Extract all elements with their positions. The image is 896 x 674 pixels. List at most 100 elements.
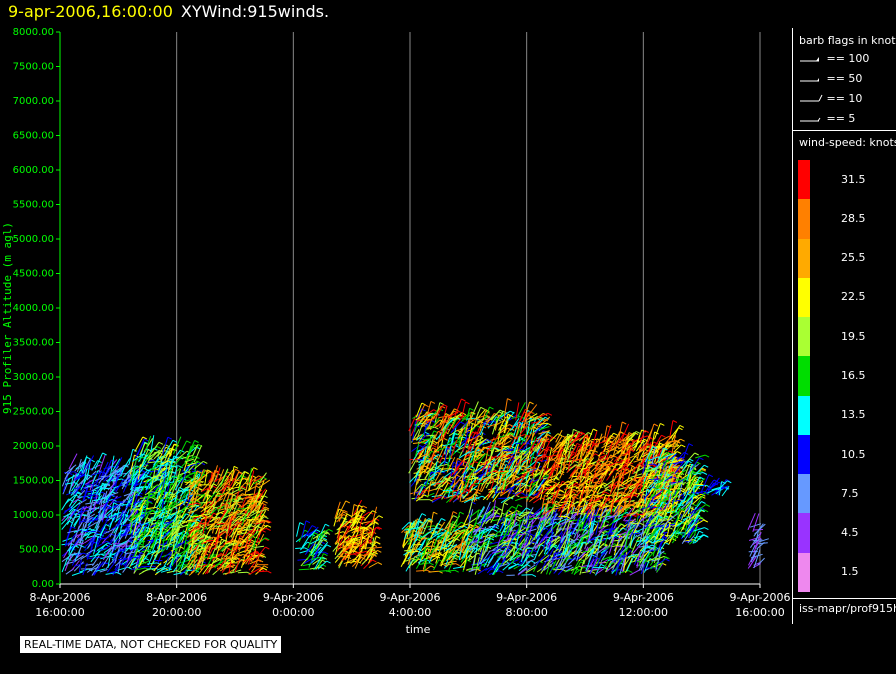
wind-barb xyxy=(447,533,458,548)
wind-barb xyxy=(486,556,494,568)
wind-barb-flag xyxy=(377,549,382,553)
wind-barb xyxy=(424,466,435,479)
wind-barb xyxy=(178,513,187,525)
wind-barb xyxy=(109,476,118,494)
wind-barb xyxy=(71,478,81,492)
wind-barb xyxy=(537,476,548,490)
wind-barb-flag xyxy=(156,530,162,534)
wind-barb xyxy=(187,551,196,566)
wind-barb xyxy=(160,540,168,550)
wind-barb xyxy=(253,521,263,529)
wind-barb-flag xyxy=(500,543,506,547)
wind-barb xyxy=(244,493,254,496)
wind-barb xyxy=(474,510,480,527)
wind-barb xyxy=(613,539,622,542)
wind-barb xyxy=(615,545,626,548)
wind-barb-flag xyxy=(495,447,500,451)
wind-barb xyxy=(535,470,544,486)
wind-barb xyxy=(297,558,307,561)
wind-barb xyxy=(510,523,519,530)
wind-barb xyxy=(241,554,246,568)
wind-barb xyxy=(436,521,446,534)
wind-barb xyxy=(437,490,447,497)
wind-barb xyxy=(180,557,187,570)
wind-barb xyxy=(432,405,442,420)
wind-barb xyxy=(74,555,84,563)
wind-barb xyxy=(122,509,130,525)
wind-barb-flag xyxy=(260,552,265,556)
wind-barb-flag xyxy=(97,460,102,464)
wind-barb xyxy=(82,458,91,474)
wind-barb xyxy=(596,562,607,564)
wind-barb xyxy=(588,539,599,550)
wind-barb xyxy=(542,532,549,550)
wind-barb xyxy=(251,514,260,524)
wind-barb xyxy=(440,414,449,431)
wind-barb xyxy=(417,537,427,551)
wind-barb xyxy=(429,460,438,471)
wind-barb xyxy=(96,542,109,552)
wind-barb xyxy=(150,435,155,453)
wind-barb xyxy=(248,475,253,492)
wind-barb xyxy=(258,489,268,507)
wind-barb xyxy=(539,458,548,476)
wind-barb-flag xyxy=(143,438,149,442)
wind-barb xyxy=(454,511,461,531)
wind-barb xyxy=(193,445,203,463)
wind-barb xyxy=(428,473,438,482)
wind-barb-flag xyxy=(304,547,310,551)
wind-barb xyxy=(409,519,417,530)
wind-barb-flag xyxy=(323,553,328,557)
wind-barb xyxy=(218,528,227,534)
wind-barb-flag xyxy=(604,520,610,523)
wind-barb xyxy=(71,571,83,576)
wind-barb xyxy=(194,535,205,543)
wind-barb xyxy=(233,527,243,530)
wind-barb xyxy=(216,492,225,497)
wind-barb-flag xyxy=(376,541,381,545)
wind-barb xyxy=(61,520,70,530)
wind-barb-flag xyxy=(187,476,193,480)
wind-barb xyxy=(439,530,448,548)
wind-barb xyxy=(158,491,167,505)
wind-barb xyxy=(478,432,484,447)
wind-barb-flag xyxy=(433,511,438,515)
wind-barb xyxy=(152,456,160,468)
wind-barb xyxy=(83,485,89,501)
wind-barb xyxy=(204,494,209,514)
wind-barb xyxy=(64,464,77,475)
wind-barb xyxy=(258,509,267,513)
wind-barb xyxy=(444,448,448,465)
wind-barb xyxy=(154,519,159,536)
wind-barb xyxy=(220,485,228,492)
wind-barb xyxy=(371,518,376,537)
wind-barb xyxy=(307,532,315,549)
wind-barb xyxy=(147,484,158,490)
wind-barb-flag xyxy=(186,470,191,474)
wind-barb-flag xyxy=(378,515,384,519)
wind-barb-flag xyxy=(372,510,377,514)
wind-barb xyxy=(555,561,562,572)
wind-barb-flag xyxy=(465,401,470,405)
wind-barb xyxy=(467,453,471,472)
wind-barb xyxy=(114,472,119,492)
wind-barb xyxy=(467,431,476,449)
wind-barb xyxy=(433,458,439,480)
wind-barb-flag xyxy=(526,507,531,511)
wind-barb-flag xyxy=(305,520,311,524)
wind-barb xyxy=(450,462,454,477)
wind-barb xyxy=(156,567,168,574)
wind-barb-flag xyxy=(235,556,240,560)
wind-barb xyxy=(409,538,417,556)
wind-barb-flag xyxy=(377,562,383,565)
wind-barb-flag xyxy=(253,467,258,471)
wind-barb xyxy=(200,543,210,556)
wind-barb-flag xyxy=(532,456,538,460)
wind-barb xyxy=(477,453,486,465)
wind-barb xyxy=(161,537,165,553)
wind-barb xyxy=(617,533,627,543)
wind-barb xyxy=(499,562,511,567)
wind-barb-flag xyxy=(430,420,436,423)
wind-barb xyxy=(169,525,179,529)
wind-barb xyxy=(469,479,478,489)
